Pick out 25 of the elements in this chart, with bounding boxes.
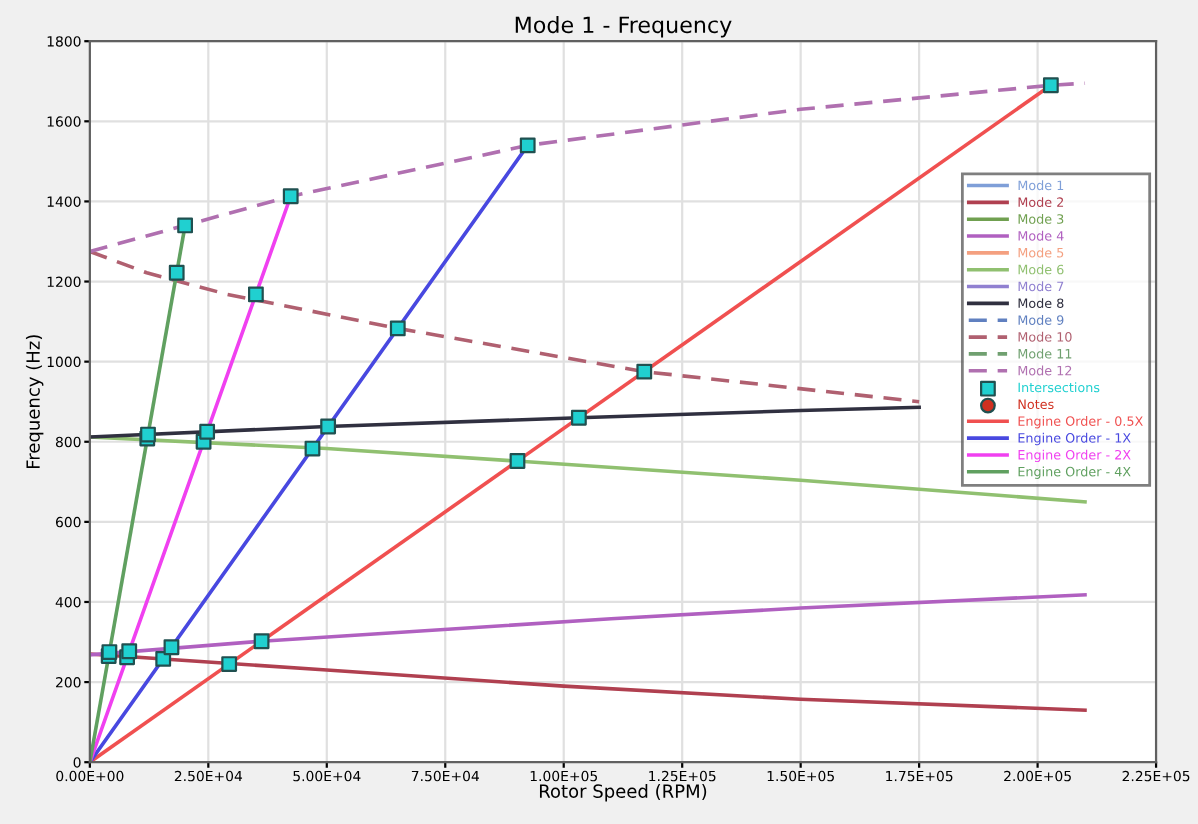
line-series — [89, 652, 1087, 712]
point — [247, 286, 264, 303]
point — [253, 633, 270, 650]
point — [320, 418, 337, 435]
x-axis-title: Rotor Speed (RPM) — [539, 783, 707, 802]
y-axis-title: Frequency (Hz) — [25, 335, 44, 469]
point — [282, 188, 299, 205]
line-series — [89, 249, 921, 404]
point — [155, 650, 172, 667]
point — [221, 656, 238, 672]
point — [519, 137, 536, 154]
point — [304, 440, 321, 457]
chart-title: Mode 1 - Frequency — [515, 15, 732, 38]
point — [389, 320, 406, 337]
point — [1042, 77, 1059, 94]
point — [570, 409, 587, 426]
point — [168, 264, 185, 281]
point — [177, 217, 194, 234]
point — [509, 453, 526, 469]
line-series — [89, 405, 921, 439]
point — [636, 363, 653, 380]
line-series — [89, 592, 1087, 657]
point — [163, 639, 180, 656]
point — [121, 643, 138, 660]
point — [199, 423, 216, 440]
